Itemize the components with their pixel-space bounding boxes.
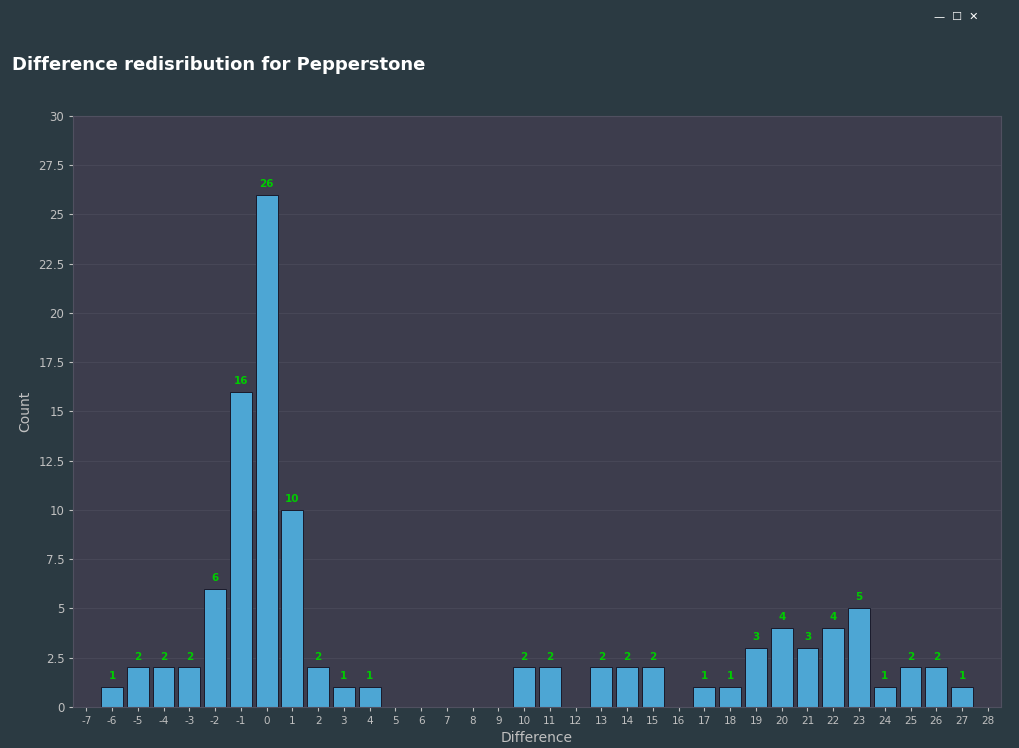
Bar [539, 667, 560, 707]
Bar [848, 608, 870, 707]
Bar [616, 667, 638, 707]
Bar [101, 687, 123, 707]
Bar [797, 648, 818, 707]
Bar [333, 687, 355, 707]
Bar [642, 667, 663, 707]
Bar [359, 687, 380, 707]
Bar [307, 667, 329, 707]
Bar [874, 687, 896, 707]
Bar [204, 589, 226, 707]
Text: 4: 4 [829, 612, 837, 622]
Bar [694, 687, 715, 707]
Text: 2: 2 [649, 652, 656, 661]
Bar [822, 628, 844, 707]
Text: 2: 2 [546, 652, 553, 661]
Text: 2: 2 [315, 652, 322, 661]
Text: 3: 3 [752, 632, 759, 642]
Text: 1: 1 [959, 671, 966, 681]
Text: 10: 10 [285, 494, 300, 504]
Text: 2: 2 [521, 652, 528, 661]
Bar [230, 392, 252, 707]
Y-axis label: Count: Count [18, 390, 33, 432]
Bar [925, 667, 948, 707]
Text: 6: 6 [211, 573, 219, 583]
Bar [281, 510, 304, 707]
Text: 5: 5 [855, 592, 863, 602]
Text: 4: 4 [779, 612, 786, 622]
Text: 1: 1 [340, 671, 347, 681]
Text: 2: 2 [185, 652, 193, 661]
Text: 2: 2 [932, 652, 940, 661]
Text: Difference redisribution for Pepperstone: Difference redisribution for Pepperstone [12, 55, 426, 73]
Bar [256, 194, 277, 707]
Text: 2: 2 [135, 652, 142, 661]
Bar [126, 667, 149, 707]
Bar [745, 648, 767, 707]
Text: 1: 1 [701, 671, 708, 681]
Text: 2: 2 [598, 652, 605, 661]
Bar [770, 628, 793, 707]
Text: 16: 16 [233, 375, 248, 386]
Text: 1: 1 [366, 671, 373, 681]
Text: 2: 2 [160, 652, 167, 661]
Bar [153, 667, 174, 707]
Bar [514, 667, 535, 707]
Bar [590, 667, 612, 707]
Bar [178, 667, 200, 707]
Text: 1: 1 [881, 671, 889, 681]
Text: 1: 1 [108, 671, 115, 681]
Text: —  ☐  ✕: — ☐ ✕ [933, 12, 978, 22]
Text: 26: 26 [259, 179, 274, 188]
Bar [900, 667, 921, 707]
X-axis label: Difference: Difference [501, 732, 573, 746]
Text: 1: 1 [727, 671, 734, 681]
Text: 3: 3 [804, 632, 811, 642]
Bar [951, 687, 973, 707]
Bar [719, 687, 741, 707]
Text: 2: 2 [624, 652, 631, 661]
Text: 2: 2 [907, 652, 914, 661]
